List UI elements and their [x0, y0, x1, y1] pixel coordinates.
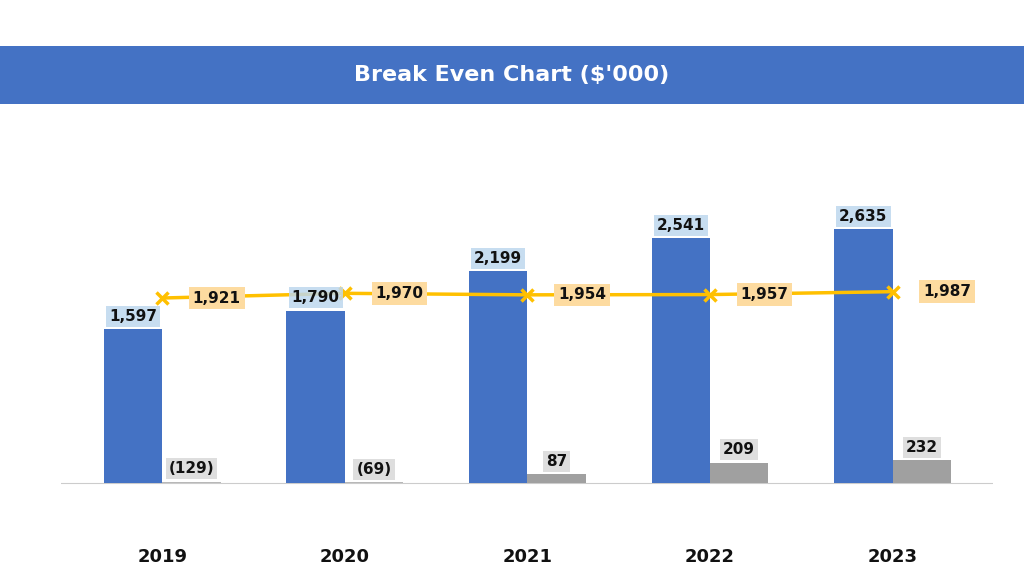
Text: 232: 232 [905, 440, 938, 455]
Bar [287, 310, 345, 483]
Text: Break Even Chart ($'000): Break Even Chart ($'000) [354, 65, 670, 85]
Bar [651, 238, 710, 483]
Text: 1,921: 1,921 [193, 291, 241, 305]
Text: 2,541: 2,541 [656, 218, 705, 233]
Bar [527, 474, 586, 483]
Text: 2,199: 2,199 [474, 251, 522, 266]
Bar [103, 329, 162, 483]
Bar [710, 463, 768, 483]
Bar [469, 271, 527, 483]
Bar [162, 482, 220, 483]
Text: (129): (129) [169, 461, 214, 476]
Text: 1,970: 1,970 [376, 286, 423, 301]
Bar [893, 460, 951, 483]
Bar [835, 230, 893, 483]
Text: 1,790: 1,790 [292, 290, 340, 305]
Text: 87: 87 [546, 454, 567, 469]
Text: 1,597: 1,597 [109, 309, 157, 324]
Text: (69): (69) [356, 462, 391, 477]
Text: 1,954: 1,954 [558, 287, 606, 302]
Text: 1,957: 1,957 [740, 287, 788, 302]
Text: 2,635: 2,635 [839, 209, 888, 224]
Text: 1,987: 1,987 [923, 284, 971, 299]
Legend: Revenue, Net Profit After Tax, Break Even level: Revenue, Net Profit After Tax, Break Eve… [61, 48, 741, 81]
Text: 209: 209 [723, 442, 755, 457]
